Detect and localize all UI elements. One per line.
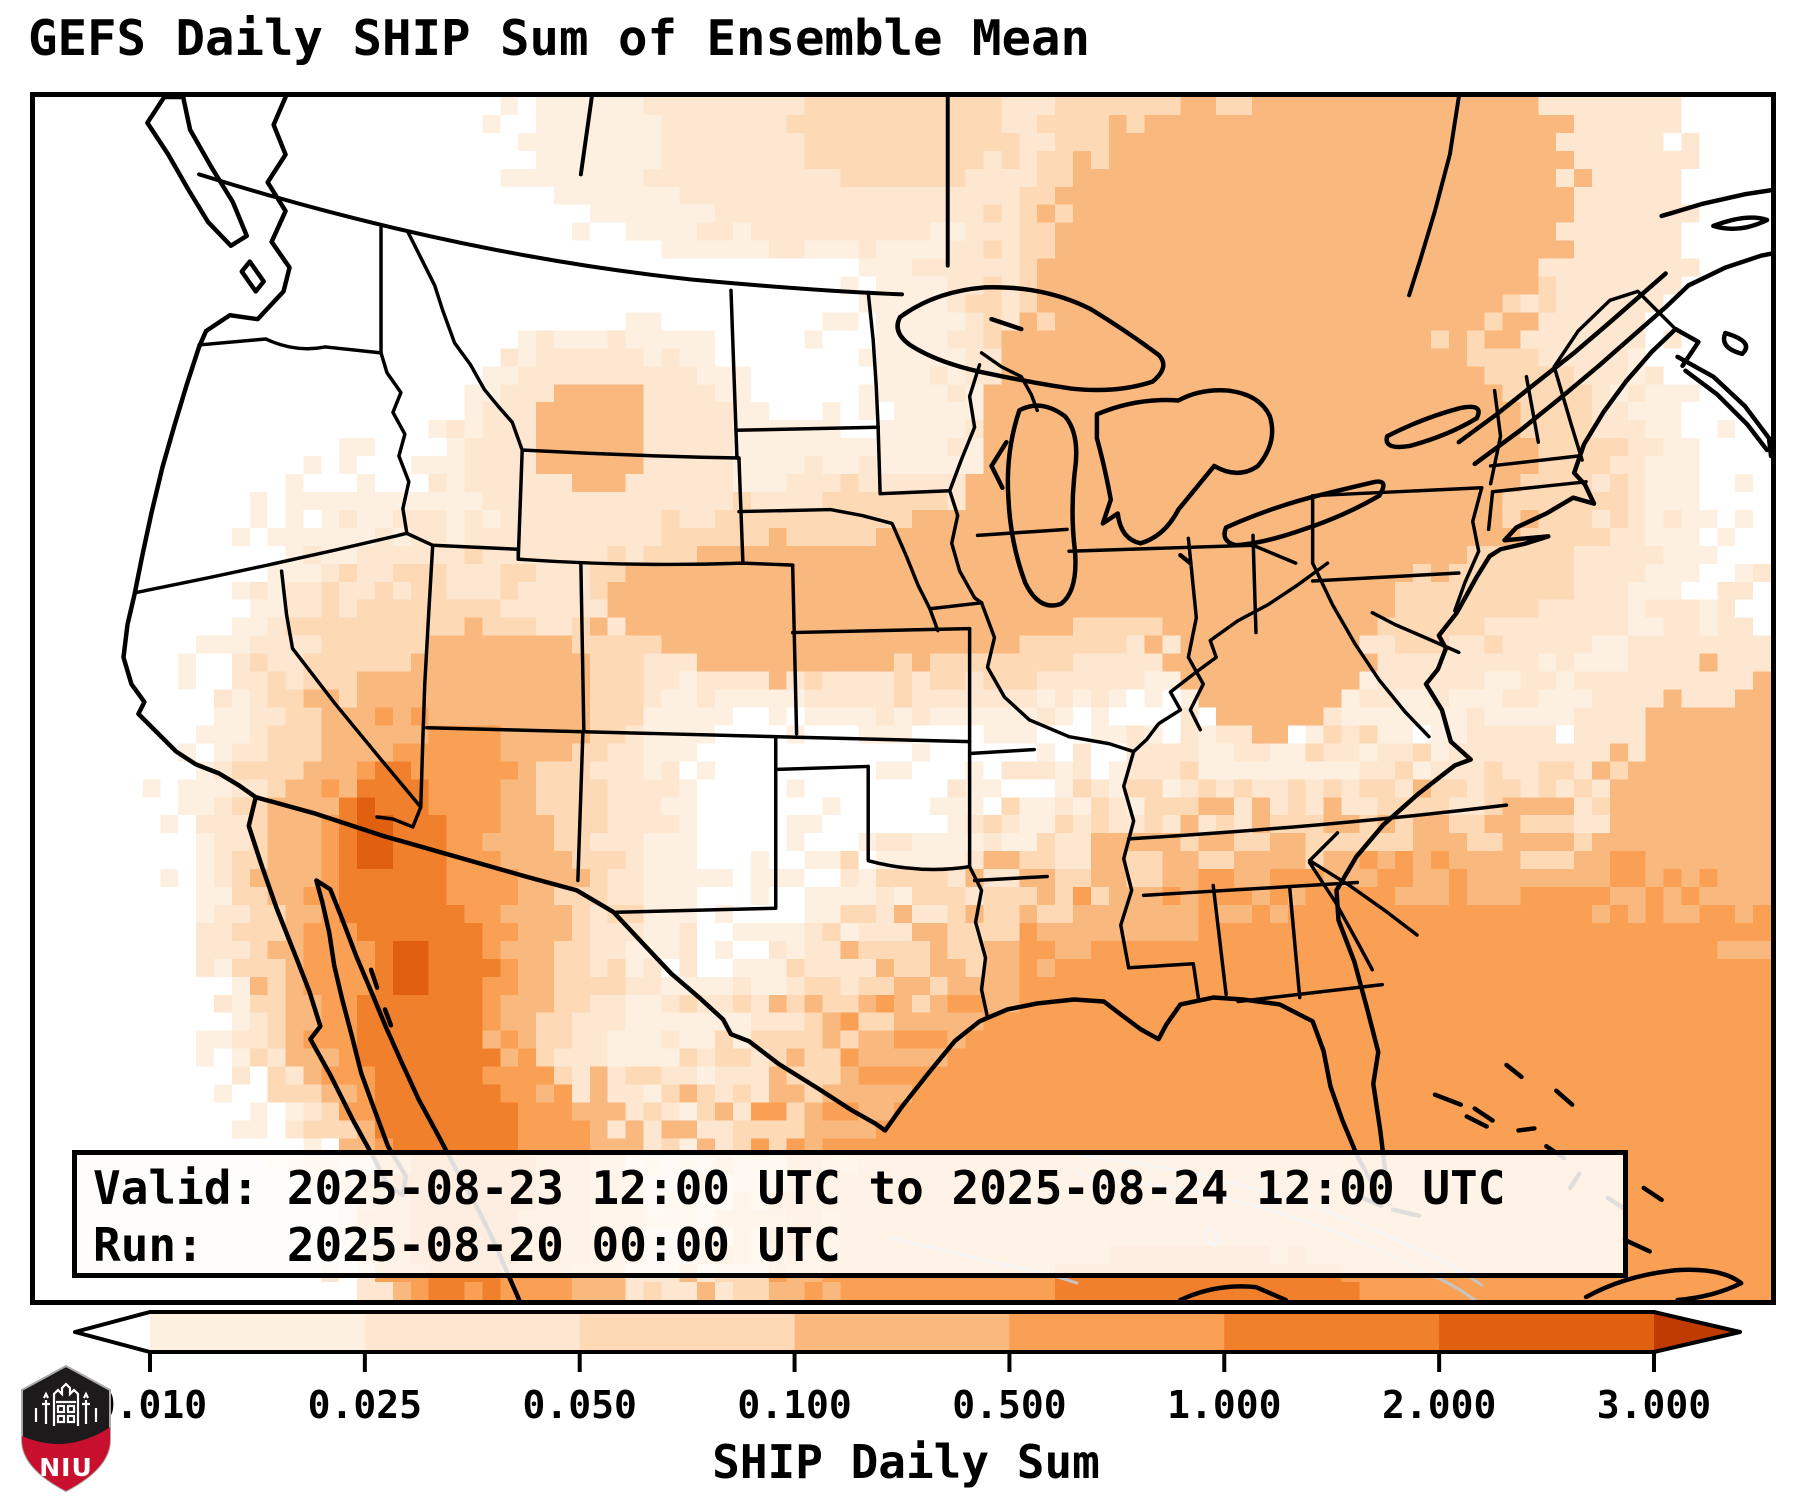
colorbar-segment [1224, 1312, 1441, 1352]
colorbar-segment [579, 1312, 796, 1352]
colorbar-segment [1439, 1312, 1655, 1352]
niu-castle-icon [34, 1382, 98, 1426]
coastlines [121, 97, 1771, 1300]
colorbar-tick-label: 0.025 [308, 1383, 422, 1427]
state-borders [132, 226, 1678, 1020]
colorbar-under-arrow [75, 1312, 150, 1352]
colorbar-segment [1009, 1312, 1226, 1352]
colorbar-over-arrow [1654, 1312, 1740, 1352]
weather-map: Valid: 2025-08-23 12:00 UTC to 2025-08-2… [30, 92, 1776, 1305]
colorbar-segment [364, 1312, 581, 1352]
niu-logo-text: NIU [39, 1453, 93, 1482]
niu-logo: NIU [21, 1364, 111, 1493]
colorbar-segment [794, 1312, 1011, 1352]
ship-field-canvas [35, 97, 1771, 1300]
colorbar-tick-label: 0.100 [737, 1383, 851, 1427]
valid-time-line: Valid: 2025-08-23 12:00 UTC to 2025-08-2… [93, 1161, 1506, 1215]
colorbar-tick-label: 0.500 [952, 1383, 1066, 1427]
colorbar: 0.010 0.025 0.050 0.100 0.500 1.000 2.000 3.000… [73, 1310, 1742, 1489]
colorbar-tick-label: 1.000 [1167, 1383, 1281, 1427]
international-borders [197, 97, 1461, 298]
run-time-line: Run: 2025-08-20 00:00 UTC [93, 1218, 841, 1272]
map-linework [121, 97, 1771, 1300]
colorbar-tick-label: 3.000 [1597, 1383, 1711, 1427]
colorbar-segment [150, 1312, 366, 1352]
colorbar-tick-label: 0.050 [523, 1383, 637, 1427]
colorbar-tick-label: 2.000 [1382, 1383, 1496, 1427]
colorbar-tick-label: 0.010 [93, 1383, 207, 1427]
niu-shield-red-band [22, 1427, 110, 1491]
info-box: Valid: 2025-08-23 12:00 UTC to 2025-08-2… [72, 1150, 1628, 1278]
page-title: GEFS Daily SHIP Sum of Ensemble Mean [28, 10, 1091, 67]
colorbar-axis-label: SHIP Daily Sum [712, 1435, 1100, 1489]
